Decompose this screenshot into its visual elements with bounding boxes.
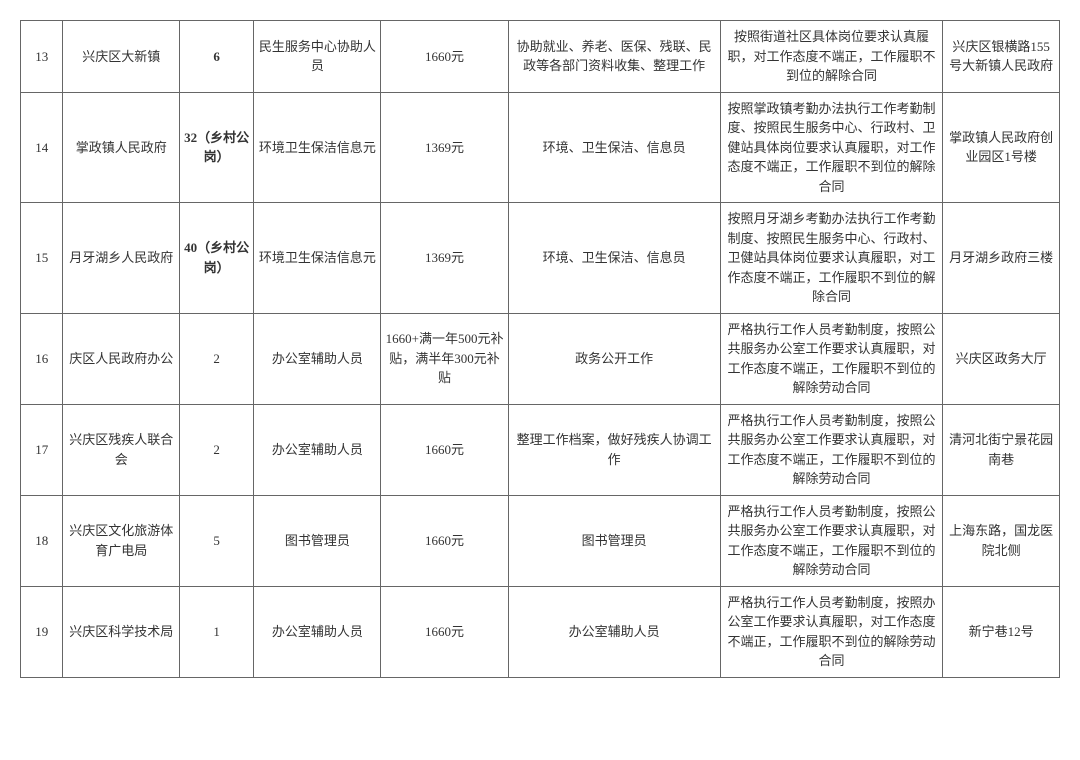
table-row: 19兴庆区科学技术局1办公室辅助人员1660元办公室辅助人员严格执行工作人员考勤… bbox=[21, 586, 1060, 677]
table-row: 18兴庆区文化旅游体育广电局5图书管理员1660元图书管理员严格执行工作人员考勤… bbox=[21, 495, 1060, 586]
cell-wage: 1660元 bbox=[381, 495, 508, 586]
cell-job: 办公室辅助人员 bbox=[254, 404, 381, 495]
cell-duty: 协助就业、养老、医保、残联、民政等各部门资料收集、整理工作 bbox=[508, 21, 720, 93]
cell-address: 掌政镇人民政府创业园区1号楼 bbox=[943, 92, 1060, 203]
cell-duty: 图书管理员 bbox=[508, 495, 720, 586]
cell-count: 2 bbox=[180, 404, 254, 495]
cell-index: 19 bbox=[21, 586, 63, 677]
cell-unit: 兴庆区大新镇 bbox=[63, 21, 180, 93]
cell-rule: 按照月牙湖乡考勤办法执行工作考勤制度、按照民生服务中心、行政村、卫健站具体岗位要… bbox=[720, 203, 943, 314]
cell-index: 17 bbox=[21, 404, 63, 495]
cell-unit: 兴庆区科学技术局 bbox=[63, 586, 180, 677]
cell-address: 新宁巷12号 bbox=[943, 586, 1060, 677]
cell-rule: 严格执行工作人员考勤制度，按照公共服务办公室工作要求认真履职，对工作态度不端正，… bbox=[720, 404, 943, 495]
cell-rule: 严格执行工作人员考勤制度，按照办公室工作要求认真履职，对工作态度不端正，工作履职… bbox=[720, 586, 943, 677]
cell-rule: 按照掌政镇考勤办法执行工作考勤制度、按照民生服务中心、行政村、卫健站具体岗位要求… bbox=[720, 92, 943, 203]
cell-unit: 掌政镇人民政府 bbox=[63, 92, 180, 203]
cell-index: 15 bbox=[21, 203, 63, 314]
cell-count: 32（乡村公岗） bbox=[180, 92, 254, 203]
cell-index: 13 bbox=[21, 21, 63, 93]
cell-unit: 庆区人民政府办公 bbox=[63, 313, 180, 404]
cell-index: 14 bbox=[21, 92, 63, 203]
cell-count: 5 bbox=[180, 495, 254, 586]
table-row: 15月牙湖乡人民政府40（乡村公岗）环境卫生保洁信息元1369元环境、卫生保洁、… bbox=[21, 203, 1060, 314]
cell-wage: 1369元 bbox=[381, 203, 508, 314]
cell-count: 1 bbox=[180, 586, 254, 677]
cell-address: 上海东路，国龙医院北侧 bbox=[943, 495, 1060, 586]
cell-job: 环境卫生保洁信息元 bbox=[254, 92, 381, 203]
cell-duty: 政务公开工作 bbox=[508, 313, 720, 404]
table-row: 17兴庆区残疾人联合会2办公室辅助人员1660元整理工作档案，做好残疾人协调工作… bbox=[21, 404, 1060, 495]
cell-unit: 月牙湖乡人民政府 bbox=[63, 203, 180, 314]
cell-unit: 兴庆区残疾人联合会 bbox=[63, 404, 180, 495]
cell-wage: 1660元 bbox=[381, 586, 508, 677]
cell-count: 6 bbox=[180, 21, 254, 93]
cell-job: 民生服务中心协助人员 bbox=[254, 21, 381, 93]
cell-address: 清河北街宁景花园南巷 bbox=[943, 404, 1060, 495]
recruitment-table: 13兴庆区大新镇6民生服务中心协助人员1660元协助就业、养老、医保、残联、民政… bbox=[20, 20, 1060, 678]
cell-duty: 环境、卫生保洁、信息员 bbox=[508, 92, 720, 203]
table-row: 13兴庆区大新镇6民生服务中心协助人员1660元协助就业、养老、医保、残联、民政… bbox=[21, 21, 1060, 93]
cell-index: 18 bbox=[21, 495, 63, 586]
cell-address: 月牙湖乡政府三楼 bbox=[943, 203, 1060, 314]
cell-unit: 兴庆区文化旅游体育广电局 bbox=[63, 495, 180, 586]
table-body: 13兴庆区大新镇6民生服务中心协助人员1660元协助就业、养老、医保、残联、民政… bbox=[21, 21, 1060, 678]
cell-rule: 严格执行工作人员考勤制度，按照公共服务办公室工作要求认真履职，对工作态度不端正，… bbox=[720, 313, 943, 404]
table-row: 14掌政镇人民政府32（乡村公岗）环境卫生保洁信息元1369元环境、卫生保洁、信… bbox=[21, 92, 1060, 203]
cell-count: 2 bbox=[180, 313, 254, 404]
table-row: 16庆区人民政府办公2办公室辅助人员1660+满一年500元补贴，满半年300元… bbox=[21, 313, 1060, 404]
cell-wage: 1660元 bbox=[381, 21, 508, 93]
cell-job: 办公室辅助人员 bbox=[254, 313, 381, 404]
cell-rule: 严格执行工作人员考勤制度，按照公共服务办公室工作要求认真履职，对工作态度不端正，… bbox=[720, 495, 943, 586]
cell-wage: 1660元 bbox=[381, 404, 508, 495]
cell-job: 办公室辅助人员 bbox=[254, 586, 381, 677]
cell-duty: 环境、卫生保洁、信息员 bbox=[508, 203, 720, 314]
cell-rule: 按照街道社区具体岗位要求认真履职，对工作态度不端正，工作履职不到位的解除合同 bbox=[720, 21, 943, 93]
cell-duty: 整理工作档案，做好残疾人协调工作 bbox=[508, 404, 720, 495]
cell-duty: 办公室辅助人员 bbox=[508, 586, 720, 677]
cell-wage: 1660+满一年500元补贴，满半年300元补贴 bbox=[381, 313, 508, 404]
cell-wage: 1369元 bbox=[381, 92, 508, 203]
cell-address: 兴庆区银横路155号大新镇人民政府 bbox=[943, 21, 1060, 93]
cell-job: 图书管理员 bbox=[254, 495, 381, 586]
cell-count: 40（乡村公岗） bbox=[180, 203, 254, 314]
cell-address: 兴庆区政务大厅 bbox=[943, 313, 1060, 404]
cell-job: 环境卫生保洁信息元 bbox=[254, 203, 381, 314]
cell-index: 16 bbox=[21, 313, 63, 404]
